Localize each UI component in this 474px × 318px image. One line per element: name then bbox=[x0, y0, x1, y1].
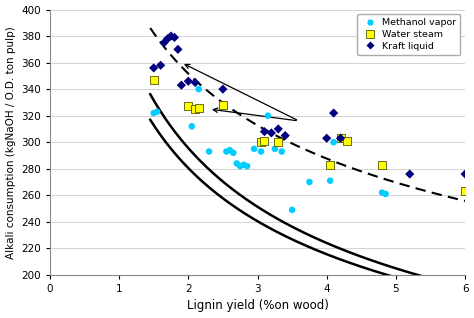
Water steam bbox=[257, 140, 265, 145]
Kraft liquid bbox=[267, 130, 275, 135]
Methanol vapor bbox=[257, 149, 265, 154]
Methanol vapor bbox=[271, 146, 279, 151]
Kraft liquid bbox=[184, 79, 192, 84]
Kraft liquid bbox=[191, 80, 199, 85]
Kraft liquid bbox=[157, 63, 164, 68]
Methanol vapor bbox=[330, 140, 337, 145]
Methanol vapor bbox=[278, 149, 285, 154]
Methanol vapor bbox=[306, 179, 313, 184]
Kraft liquid bbox=[282, 133, 289, 138]
Methanol vapor bbox=[240, 162, 247, 167]
Methanol vapor bbox=[154, 109, 161, 114]
Methanol vapor bbox=[264, 113, 272, 118]
Methanol vapor bbox=[288, 207, 296, 212]
Y-axis label: Alkali consumption (kgNaOH / O.D. ton pulp): Alkali consumption (kgNaOH / O.D. ton pu… bbox=[6, 26, 16, 259]
Water steam bbox=[274, 140, 282, 145]
Methanol vapor bbox=[188, 124, 196, 129]
Water steam bbox=[184, 104, 192, 109]
Water steam bbox=[337, 136, 344, 141]
Water steam bbox=[327, 162, 334, 167]
Methanol vapor bbox=[378, 190, 386, 195]
Kraft liquid bbox=[330, 110, 337, 115]
Methanol vapor bbox=[461, 189, 469, 194]
Kraft liquid bbox=[174, 47, 182, 52]
Methanol vapor bbox=[226, 148, 234, 153]
Methanol vapor bbox=[327, 178, 334, 183]
Methanol vapor bbox=[382, 191, 389, 197]
Kraft liquid bbox=[178, 83, 185, 88]
Methanol vapor bbox=[233, 161, 240, 166]
Water steam bbox=[461, 189, 469, 194]
Methanol vapor bbox=[150, 110, 157, 115]
Water steam bbox=[195, 105, 202, 110]
Kraft liquid bbox=[150, 66, 157, 71]
Kraft liquid bbox=[274, 126, 282, 131]
Kraft liquid bbox=[171, 35, 178, 40]
Water steam bbox=[150, 77, 157, 82]
Methanol vapor bbox=[243, 163, 251, 169]
Methanol vapor bbox=[205, 149, 213, 154]
Methanol vapor bbox=[223, 149, 230, 154]
Methanol vapor bbox=[237, 163, 244, 169]
Water steam bbox=[344, 138, 351, 143]
Methanol vapor bbox=[229, 150, 237, 156]
Kraft liquid bbox=[323, 136, 330, 141]
Kraft liquid bbox=[461, 171, 469, 176]
Kraft liquid bbox=[261, 129, 268, 134]
Water steam bbox=[378, 162, 386, 167]
Kraft liquid bbox=[167, 33, 175, 38]
Kraft liquid bbox=[164, 36, 171, 41]
Legend: Methanol vapor, Water steam, Kraft liquid: Methanol vapor, Water steam, Kraft liqui… bbox=[357, 14, 460, 54]
Water steam bbox=[219, 102, 227, 107]
X-axis label: Lignin yield (%on wood): Lignin yield (%on wood) bbox=[187, 300, 328, 313]
Kraft liquid bbox=[406, 171, 413, 176]
Water steam bbox=[191, 107, 199, 112]
Methanol vapor bbox=[250, 146, 258, 151]
Methanol vapor bbox=[195, 86, 202, 92]
Kraft liquid bbox=[337, 136, 344, 141]
Kraft liquid bbox=[160, 40, 168, 45]
Kraft liquid bbox=[219, 86, 227, 92]
Water steam bbox=[261, 138, 268, 143]
